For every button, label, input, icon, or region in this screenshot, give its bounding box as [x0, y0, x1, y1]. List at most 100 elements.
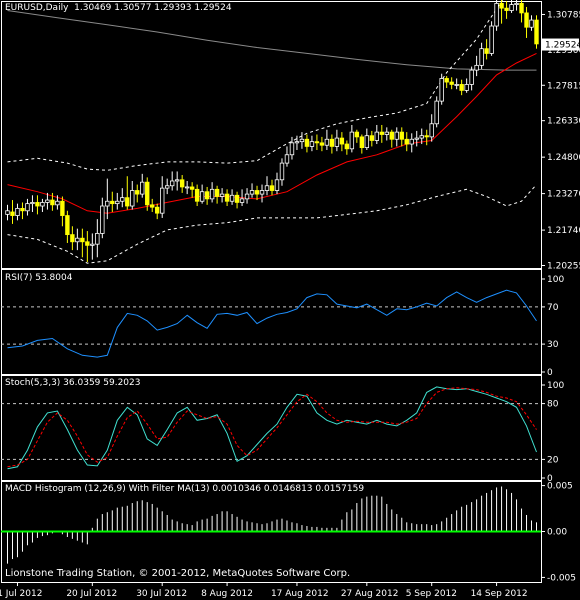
macd-title: MACD Histogram (12,26,9) With Filter MA(… [5, 484, 365, 494]
candle-body [174, 179, 180, 182]
short-moving-average-line [7, 52, 537, 214]
candle-body [449, 81, 454, 85]
candle-body [204, 191, 210, 200]
candle-body [120, 197, 125, 202]
candle-body [504, 7, 509, 11]
bollinger-lower-line [7, 184, 537, 264]
candle-body [269, 185, 275, 191]
candle-body [429, 123, 434, 138]
candle-body [249, 190, 255, 195]
candle-body [194, 188, 200, 202]
candle-body [160, 187, 165, 214]
candle-body [324, 138, 330, 146]
candle-body [494, 2, 499, 27]
candle-body [145, 181, 150, 206]
candle-body [110, 200, 115, 205]
candle-body [389, 131, 394, 140]
candle-body [354, 131, 360, 138]
candle-body [424, 135, 429, 138]
candle-body [184, 186, 190, 189]
price-tick-label: 1.30785 [547, 10, 580, 20]
ohlc-label: 1.30469 1.30577 1.29393 1.29524 [74, 3, 232, 13]
candle-body [219, 193, 225, 197]
footer-copyright: Lionstone Trading Station, © 2001-2012, … [5, 568, 351, 579]
candle-body [5, 210, 10, 215]
time-axis-label: 17 Aug 2012 [271, 589, 329, 599]
candle-body [80, 237, 85, 243]
rsi-series-line [7, 289, 537, 358]
candle-body [125, 197, 130, 207]
candle-body [384, 131, 389, 135]
candle-body [344, 143, 350, 150]
rsi-tick-label: 70 [547, 303, 559, 313]
candle-body [199, 191, 205, 202]
candle-body [284, 154, 290, 164]
stoch-tick-label: 100 [547, 381, 564, 391]
time-axis-label: 27 Aug 2012 [341, 589, 399, 599]
time-axis-label: 8 Aug 2012 [201, 589, 253, 599]
candle-body [15, 208, 20, 216]
price-title: EURUSD,Daily 1.30469 1.30577 1.29393 1.2… [5, 3, 232, 13]
price-panel [1, 0, 542, 269]
candle-body [55, 200, 60, 206]
candle-body [60, 200, 65, 216]
candle-body [414, 137, 419, 140]
symbol-label: EURUSD,Daily [5, 3, 69, 13]
candle-body [519, 2, 524, 14]
stoch-title: Stoch(5,3,3) 36.0359 59.2023 [5, 378, 141, 388]
stoch-panel [1, 375, 542, 481]
candle-body [299, 138, 305, 143]
rsi-tick-label: 100 [547, 275, 564, 285]
candle-body [150, 204, 155, 208]
price-tick-label: 1.23270 [547, 190, 580, 200]
candle-body [140, 181, 145, 195]
candle-body [479, 48, 484, 66]
bollinger-upper-line [7, 0, 504, 171]
stoch-frame [1, 375, 542, 481]
candle-body [454, 84, 459, 86]
candle-body [419, 135, 424, 139]
candle-body [75, 237, 80, 243]
candle-body [404, 138, 409, 145]
time-axis-label: 5 Sep 2012 [406, 589, 457, 599]
price-tick-label: 1.21740 [547, 226, 580, 236]
candle-body [10, 211, 15, 216]
candle-body [394, 131, 399, 140]
candle-body [50, 199, 55, 206]
rsi-title: RSI(7) 53.8004 [5, 273, 73, 283]
candle-body [529, 19, 534, 28]
candle-body [309, 141, 315, 147]
candle-body [229, 194, 235, 202]
candle-body [274, 179, 280, 191]
candle-body [399, 131, 404, 140]
candle-body [359, 136, 365, 149]
macd-tick-label: 0.005 [547, 482, 573, 492]
price-tick-label: 1.26330 [547, 117, 580, 127]
candle-body [409, 138, 414, 145]
candle-body [279, 162, 285, 181]
candle-body [469, 69, 474, 85]
candle-body [209, 188, 215, 200]
candle-body [45, 199, 50, 203]
rsi-tick-label: 0 [547, 368, 553, 378]
candle-body [259, 190, 265, 195]
price-tick-label: 1.24800 [547, 153, 580, 163]
candle-body [304, 138, 310, 147]
candle-body [379, 131, 384, 135]
candle-body [239, 198, 245, 203]
candle-body [369, 135, 375, 141]
price-tick-label: 1.20255 [547, 261, 580, 271]
time-axis-label: 11 Jul 2012 [0, 589, 42, 599]
macd-panel [1, 481, 542, 583]
long-moving-average-line [7, 10, 537, 71]
candle-body [65, 215, 70, 236]
candle-body [30, 202, 35, 205]
macd-tick-label: -0.005 [547, 573, 576, 583]
candle-body [20, 208, 25, 212]
stoch-series-line [7, 387, 537, 468]
candle-body [130, 190, 135, 207]
axes-layer: 1.30785 1.29300 1.27815 1.26330 1.24800 1.232… [0, 10, 580, 599]
price-tick-label: 1.29300 [547, 46, 580, 56]
candle-body [179, 179, 185, 188]
